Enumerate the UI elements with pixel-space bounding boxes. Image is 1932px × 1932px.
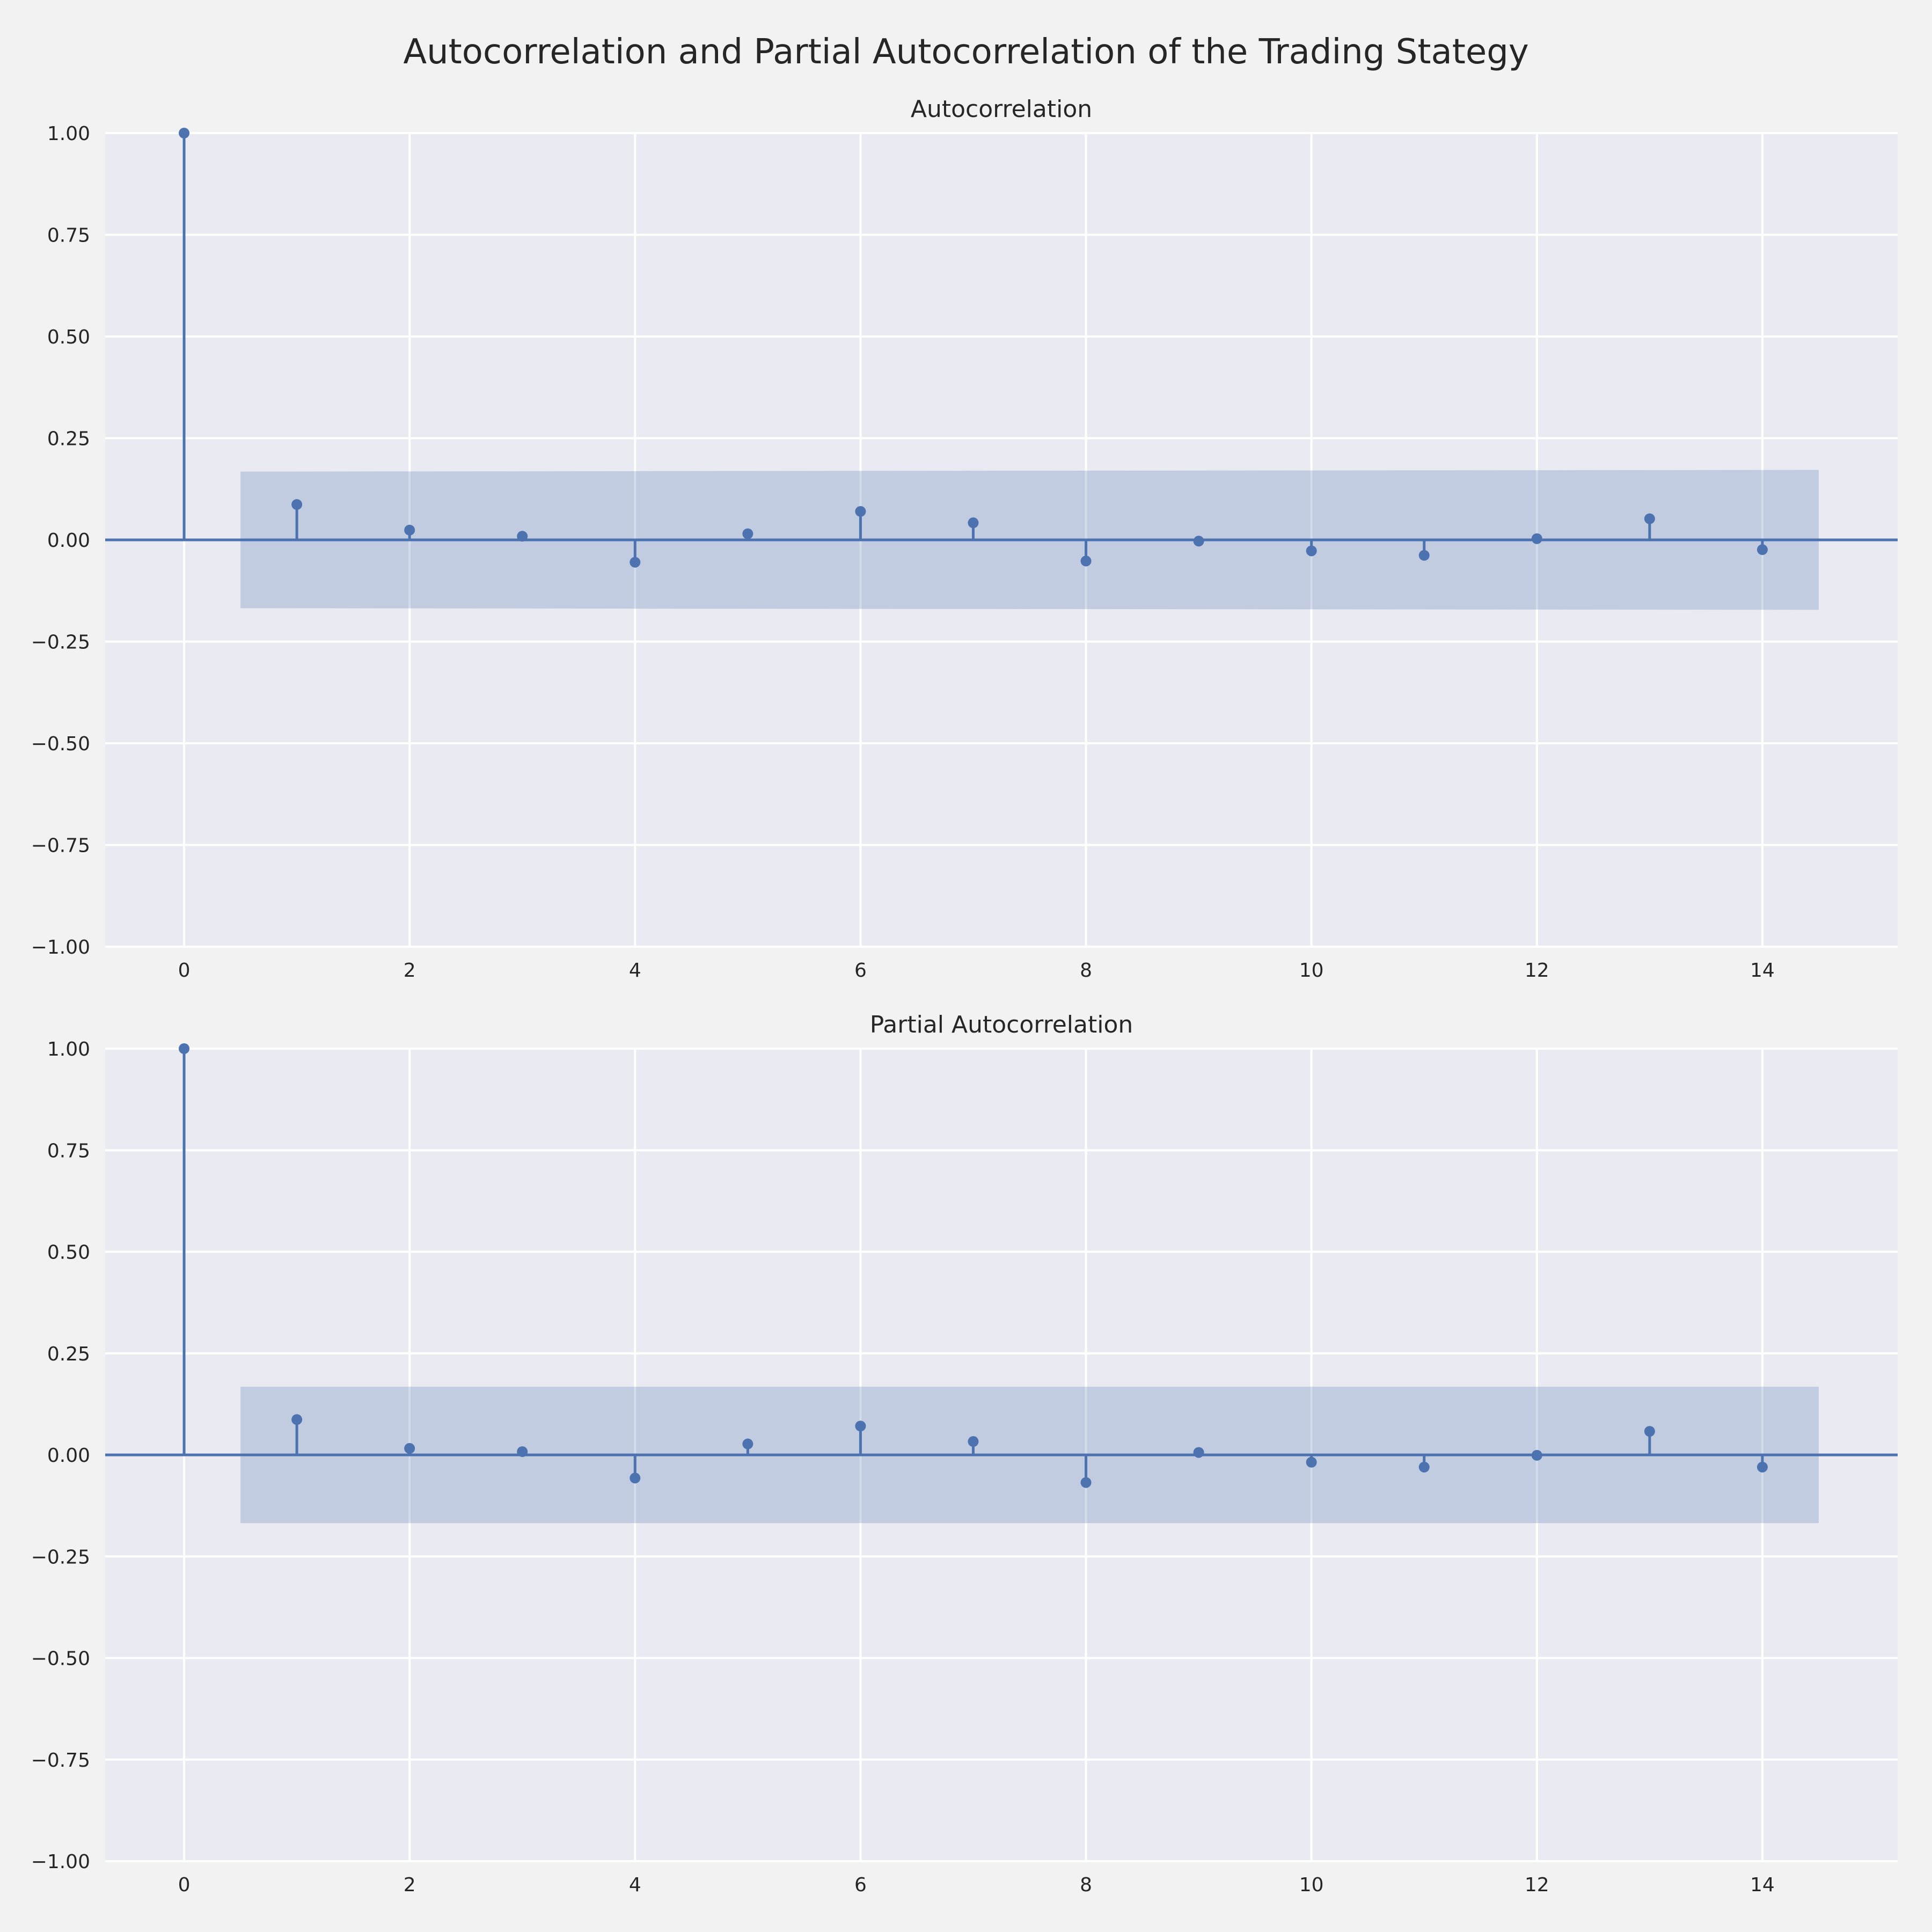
- pacf-y-tick-label: 0.25: [47, 1343, 90, 1365]
- pacf-x-tick-label: 6: [854, 1874, 867, 1896]
- pacf-marker-lag-14: [1757, 1461, 1768, 1473]
- acf-panel: 0 2 4 6 8 10 12 14 −1.00 −0.75 −0.50 −0.25 0.00 0.25 0…: [31, 96, 1898, 982]
- acf-marker-lag-13: [1644, 513, 1655, 524]
- acf-y-tick-label: −0.50: [31, 733, 90, 755]
- acf-x-tick-label: 12: [1525, 960, 1549, 982]
- pacf-x-tick-label: 14: [1750, 1874, 1775, 1896]
- acf-marker-lag-6: [855, 506, 866, 517]
- pacf-y-tick-label: 0.50: [47, 1242, 90, 1264]
- pacf-title: Partial Autocorrelation: [870, 1011, 1133, 1038]
- acf-marker-lag-4: [630, 557, 641, 568]
- pacf-y-tick-label: −0.75: [31, 1750, 90, 1772]
- acf-marker-lag-10: [1306, 545, 1317, 557]
- acf-marker-lag-0: [179, 128, 190, 138]
- acf-x-tick-label: 2: [404, 960, 416, 982]
- acf-y-tick-label: 0.00: [47, 530, 90, 552]
- acf-y-tick-label: −0.25: [31, 632, 90, 654]
- acf-marker-lag-8: [1080, 555, 1092, 567]
- acf-x-tick-label: 0: [178, 960, 191, 982]
- acf-y-tick-label: 0.50: [47, 326, 90, 348]
- acf-marker-lag-1: [291, 499, 303, 510]
- acf-marker-lag-3: [517, 531, 528, 542]
- pacf-y-tick-label: 0.75: [47, 1140, 90, 1162]
- pacf-marker-lag-9: [1193, 1447, 1204, 1458]
- pacf-y-tick-label: 1.00: [47, 1038, 90, 1060]
- pacf-marker-lag-1: [291, 1414, 303, 1425]
- pacf-marker-lag-10: [1306, 1457, 1317, 1468]
- acf-x-tick-label: 6: [854, 960, 867, 982]
- pacf-y-tick-label: −0.25: [31, 1546, 90, 1568]
- pacf-marker-lag-8: [1080, 1477, 1092, 1488]
- pacf-x-tick-label: 0: [178, 1874, 191, 1896]
- acf-marker-lag-7: [968, 517, 979, 529]
- pacf-marker-lag-13: [1644, 1426, 1655, 1437]
- acf-marker-lag-12: [1531, 533, 1542, 544]
- pacf-marker-lag-5: [742, 1438, 753, 1450]
- pacf-marker-lag-6: [855, 1421, 866, 1432]
- pacf-y-tick-label: 0.00: [47, 1445, 90, 1467]
- acf-marker-lag-11: [1418, 550, 1430, 561]
- pacf-x-tick-label: 4: [629, 1874, 641, 1896]
- acf-title: Autocorrelation: [911, 96, 1092, 123]
- acf-y-tick-label: −1.00: [31, 936, 90, 958]
- pacf-x-tick-label: 2: [404, 1874, 416, 1896]
- pacf-marker-lag-7: [968, 1436, 979, 1447]
- acf-x-tick-label: 4: [629, 960, 641, 982]
- acf-marker-lag-14: [1757, 544, 1768, 555]
- pacf-marker-lag-0: [179, 1043, 190, 1054]
- acf-x-tick-label: 14: [1750, 960, 1775, 982]
- acf-y-tick-label: 0.75: [47, 225, 90, 247]
- pacf-marker-lag-11: [1418, 1461, 1430, 1473]
- acf-y-tick-label: 0.25: [47, 428, 90, 450]
- pacf-panel: 0 2 4 6 8 10 12 14 −1.00 −0.75 −0.50 −0.25 0.00 0.25 0…: [31, 1011, 1898, 1896]
- acf-x-tick-label: 8: [1080, 960, 1092, 982]
- pacf-y-tick-label: −0.50: [31, 1648, 90, 1670]
- pacf-x-tick-label: 12: [1525, 1874, 1549, 1896]
- acf-marker-lag-2: [404, 524, 415, 536]
- pacf-marker-lag-12: [1531, 1450, 1542, 1461]
- acf-marker-lag-9: [1193, 536, 1204, 547]
- acf-marker-lag-5: [742, 528, 753, 539]
- pacf-marker-lag-4: [630, 1473, 641, 1484]
- pacf-x-tick-label: 10: [1299, 1874, 1324, 1896]
- pacf-marker-lag-2: [404, 1443, 415, 1454]
- pacf-y-tick-label: −1.00: [31, 1851, 90, 1873]
- acf-y-tick-label: 1.00: [47, 123, 90, 145]
- acf-y-tick-label: −0.75: [31, 835, 90, 857]
- pacf-x-tick-label: 8: [1080, 1874, 1092, 1896]
- pacf-marker-lag-3: [517, 1446, 528, 1457]
- acf-x-tick-label: 10: [1299, 960, 1324, 982]
- figure-title: Autocorrelation and Partial Autocorrelat…: [403, 32, 1528, 72]
